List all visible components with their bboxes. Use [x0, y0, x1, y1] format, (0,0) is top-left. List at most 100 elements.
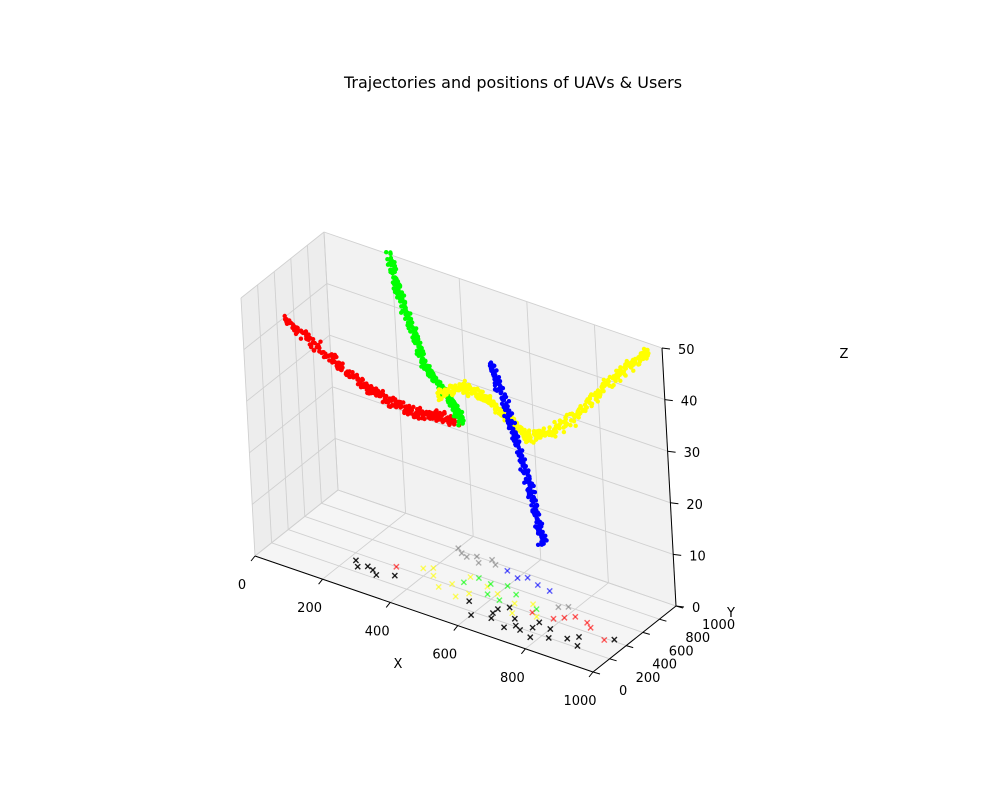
trajectory-point [597, 392, 603, 398]
trajectory-point [520, 430, 526, 435]
trajectory-point [392, 275, 397, 280]
trajectory-point [334, 354, 339, 360]
trajectory-point [435, 379, 440, 384]
trajectory-point [398, 405, 403, 410]
user-marker-yellow [494, 590, 501, 598]
trajectory-point [529, 503, 534, 508]
user-marker-stroke [536, 619, 543, 626]
user-marker-stroke [488, 615, 495, 622]
trajectory-point [389, 261, 394, 266]
user-marker-stroke [465, 590, 473, 597]
user-marker-yellow [511, 600, 518, 607]
user-marker-stroke [506, 604, 513, 611]
z-gridline [254, 489, 339, 557]
x-gridline [593, 324, 609, 583]
user-marker-stroke [504, 567, 511, 574]
trajectory-point [412, 334, 417, 340]
trajectory-point [335, 362, 341, 367]
trajectory-point [362, 383, 367, 388]
trajectory-point [609, 384, 615, 389]
user-marker-yellow [465, 590, 473, 597]
trajectory-point [527, 482, 532, 487]
trajectory-point [531, 499, 536, 505]
trajectory-point [541, 426, 546, 431]
user-marker-stroke [509, 610, 516, 617]
trajectory-point [459, 409, 465, 415]
trajectory-point [401, 400, 406, 405]
user-marker-black [373, 571, 380, 579]
z-gridline [249, 386, 333, 454]
trajectory-point [536, 526, 541, 531]
trajectory-point [462, 378, 467, 384]
y-axis-line [592, 605, 677, 673]
trajectory-point [414, 326, 419, 331]
x-tick [250, 555, 256, 562]
z-tick [664, 399, 673, 402]
user-marker-stroke [373, 571, 380, 579]
trajectory-point [417, 405, 423, 411]
trajectory-point [424, 412, 429, 417]
trajectory-point [503, 403, 508, 408]
y-gridline [290, 258, 306, 517]
trajectory-point [532, 510, 538, 516]
user-marker-stroke [455, 545, 462, 552]
trajectory-point [343, 371, 349, 377]
user-marker-gray [475, 559, 482, 566]
user-marker-stroke [500, 624, 508, 631]
user-marker-red [561, 614, 568, 621]
x-tick [453, 625, 459, 631]
trajectory-point [490, 400, 495, 405]
user-marker-stroke [574, 642, 581, 649]
trajectory-point [323, 354, 328, 359]
user-marker-black [511, 615, 518, 622]
user-marker-stroke [489, 609, 496, 617]
trajectory-point [515, 442, 521, 448]
user-marker-stroke [546, 587, 553, 595]
trajectory-point [450, 407, 455, 412]
user-marker-green [484, 591, 491, 598]
user-marker-stroke [533, 606, 540, 613]
x-axis-label: X [394, 657, 403, 672]
user-marker-gray [455, 545, 462, 552]
user-marker-stroke [561, 614, 568, 621]
trajectory-point [531, 483, 536, 489]
user-marker-yellow [449, 580, 456, 588]
user-marker-stroke [393, 563, 400, 570]
z-tick [667, 450, 676, 453]
trajectory-point [536, 530, 541, 535]
trajectory-point [385, 257, 390, 262]
user-marker-stroke [473, 553, 480, 560]
trajectory-point [547, 425, 552, 430]
trajectory-point [499, 389, 504, 395]
trajectory-point [480, 389, 485, 394]
y-tick-label: 0 [619, 684, 627, 699]
user-marker-blue [546, 587, 553, 595]
trajectory-point [493, 408, 498, 413]
y-gridline [306, 245, 322, 504]
z-gridline [337, 489, 677, 607]
user-marker-black [364, 563, 371, 570]
user-marker-black [494, 606, 501, 613]
user-marker-stroke [547, 625, 554, 633]
user-marker-stroke [435, 583, 442, 591]
trajectory-point [390, 271, 395, 276]
trajectory-point [469, 391, 474, 396]
trajectory-point [535, 542, 541, 547]
user-marker-black [574, 642, 581, 649]
user-marker-stroke [534, 581, 541, 589]
x-tick-label: 1000 [563, 694, 596, 709]
trajectory-point [465, 393, 471, 399]
user-marker-red [584, 619, 591, 626]
user-marker-black [506, 604, 513, 611]
trajectory-point [507, 423, 512, 429]
trajectory-point [506, 399, 512, 404]
trajectory-point [414, 410, 420, 415]
user-marker-gray [458, 550, 465, 557]
trajectory-point [295, 330, 300, 335]
z-gridline [251, 438, 336, 505]
user-marker-stroke [420, 565, 427, 572]
z-tick [675, 605, 685, 608]
user-marker-black [611, 636, 618, 643]
user-marker-stroke [587, 624, 594, 631]
y-tick-label: 200 [636, 671, 661, 686]
